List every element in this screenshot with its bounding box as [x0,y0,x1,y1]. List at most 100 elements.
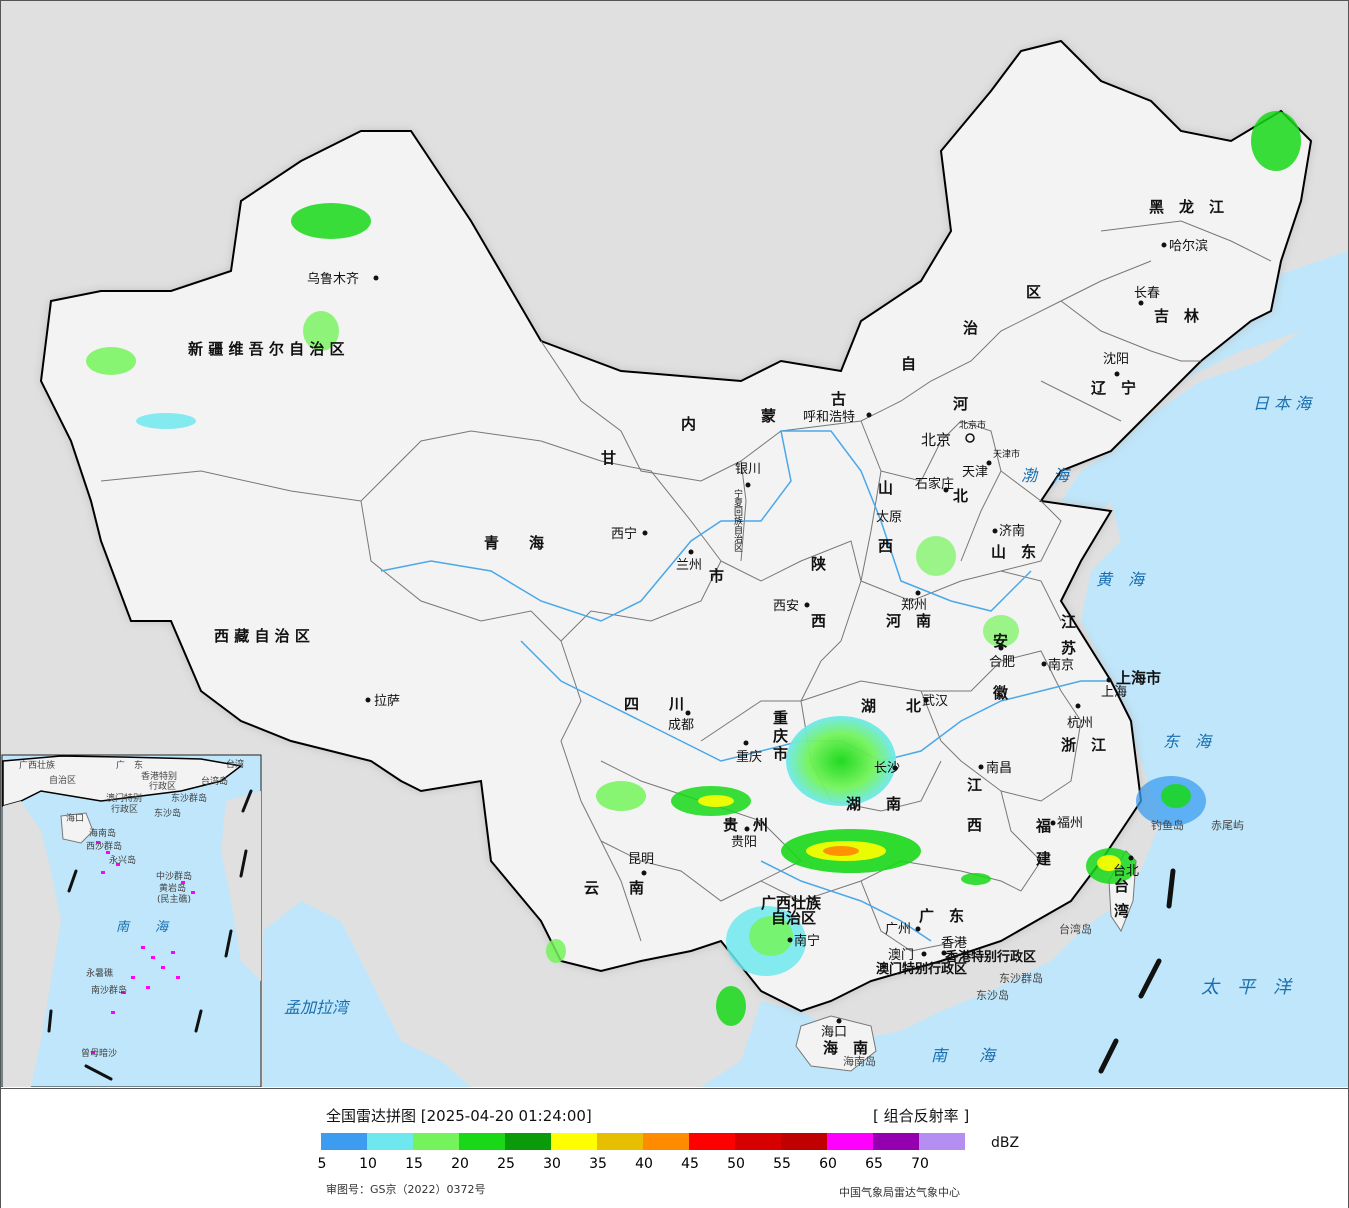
city-xining[interactable]: 西宁 [611,526,637,542]
inset-map: 广西壮族 自治区 广 东 台湾 台湾岛 香港特别 行政区 澳门特别 行政区 东沙… [1,754,262,1087]
inset-land-mainland [2,755,243,807]
city-changsha[interactable]: 长沙 [874,761,900,776]
region-label-macau: 澳门特别行政区 [876,961,967,977]
city-hongkong[interactable]: 香港 [941,936,967,951]
city-dot-nanning [787,937,793,943]
city-dot-hangzhou [1075,703,1081,709]
inset-label-minzhu: (民主礁) [157,893,191,905]
city-jinan[interactable]: 济南 [999,523,1025,539]
region-label-zi: 自 [901,355,916,373]
region-label-qu: 区 [1026,283,1041,301]
city-dot-harbin [1161,242,1167,248]
city-shenyang[interactable]: 沈阳 [1103,352,1129,367]
city-chongqing[interactable]: 重庆 [736,749,762,765]
city-yinchuan[interactable]: 银川 [735,462,761,477]
city-tianjin[interactable]: 天津 [962,465,988,480]
city-hangzhou[interactable]: 杭州 [1067,716,1093,731]
radar-echoes [86,111,1301,1026]
city-guangzhou[interactable]: 广州 [885,922,911,937]
inset-label-haikou: 海口 [66,812,84,824]
radar-map: 新 疆 维 吾 尔 自 治 区 西 藏 自 治 区 青 海 甘 内 蒙 古 自 … [1,1,1348,1087]
color-swatch [735,1133,781,1150]
city-dot-lanzhou [688,549,694,555]
inset-label-yongshu: 永暑礁 [86,967,113,979]
maritime-boundary [1098,868,1176,1074]
city-urumqi[interactable]: 乌鲁木齐 [307,271,359,287]
region-label-zizhiqu: 自治区 [771,909,816,927]
inset-label-yongxing: 永兴岛 [109,854,136,866]
color-swatch [321,1133,367,1150]
city-fuzhou[interactable]: 福州 [1057,816,1083,831]
scale-tick-label: 30 [543,1156,561,1172]
inset-label-guangxi: 广西壮族 [19,759,55,771]
city-dot-hongkong [941,950,947,956]
color-swatch [919,1133,965,1150]
province-borders [100,220,1272,952]
inset-nine-dash [47,789,253,1081]
city-chengdu[interactable]: 成都 [668,718,694,733]
city-dot-nanjing [1041,661,1047,667]
city-kunming[interactable]: 昆明 [628,852,654,867]
region-label-guangxi: 广西壮族 [761,894,822,912]
scale-tick-label: 35 [589,1156,607,1172]
city-changchun[interactable]: 长春 [1134,286,1160,301]
city-dot-xining [642,530,648,536]
city-beijing[interactable]: 北京 [921,431,951,449]
color-swatch [413,1133,459,1150]
color-scale-bar [321,1133,965,1150]
city-wuhan[interactable]: 武汉 [922,694,948,709]
inset-label-macau-2: 行政区 [111,803,138,815]
scale-tick-label: 10 [359,1156,377,1172]
city-macau[interactable]: 澳门 [888,947,914,963]
region-label-guizhou: 贵 州 [723,816,768,834]
echo-xinjiang-west [86,347,136,375]
city-xian[interactable]: 西安 [773,599,799,614]
echo-hunan-south-peak [823,846,859,856]
city-nanchang[interactable]: 南昌 [986,760,1012,776]
color-swatch [873,1133,919,1150]
city-beijing-shi: 北京市 [959,419,986,431]
region-label-hu-hunan: 湖 [846,795,861,813]
city-shanghai[interactable]: 上海 [1101,685,1127,700]
region-label-hainan: 海 南 [823,1039,868,1057]
city-harbin[interactable]: 哈尔滨 [1169,238,1208,254]
hainan-island [795,1015,877,1072]
city-nanjing[interactable]: 南京 [1048,657,1074,673]
inset-label-hk-2: 行政区 [149,780,176,792]
inset-land-indochina [3,801,61,1087]
city-dot-zhengzhou [915,590,921,596]
region-label-gan: 甘 [601,449,616,467]
city-dot-chongqing [743,740,749,746]
city-guiyang[interactable]: 贵阳 [731,835,757,850]
city-shijiazhuang[interactable]: 石家庄 [915,476,954,492]
city-lanzhou[interactable]: 兰州 [676,558,702,573]
inset-label-huangyan: 黄岩岛 [159,882,186,894]
scale-tick-label: 55 [773,1156,791,1172]
scale-tick-label: 50 [727,1156,745,1172]
echo-jiangxi-east [961,873,991,885]
echo-taiwan-strait-core [1097,855,1121,871]
region-label-qinghai: 青 海 [484,534,544,552]
color-swatch [689,1133,735,1150]
color-swatch [367,1133,413,1150]
scale-tick-label: 15 [405,1156,423,1172]
city-dot-tianjin [986,460,992,466]
city-dot-hefei [998,645,1004,651]
color-swatch [459,1133,505,1150]
city-taipei[interactable]: 台北 [1113,864,1139,879]
sea-nanhai: 南 海 [931,1046,997,1065]
city-taiyuan[interactable]: 太原 [876,510,902,525]
city-nanning[interactable]: 南宁 [794,933,820,949]
city-hefei[interactable]: 合肥 [989,655,1015,670]
island-diaoyu: 钓鱼岛 [1151,818,1184,832]
city-zhengzhou[interactable]: 郑州 [901,598,927,613]
island-hainan: 海南岛 [843,1054,876,1068]
city-dot-shenyang [1114,371,1120,377]
city-hohhot[interactable]: 呼和浩特 [803,410,855,425]
city-haikou[interactable]: 海口 [821,1025,847,1040]
color-swatch [505,1133,551,1150]
inset-hainan [60,812,94,844]
city-lhasa[interactable]: 拉萨 [374,694,400,709]
region-label-su: 苏 [1061,639,1076,657]
